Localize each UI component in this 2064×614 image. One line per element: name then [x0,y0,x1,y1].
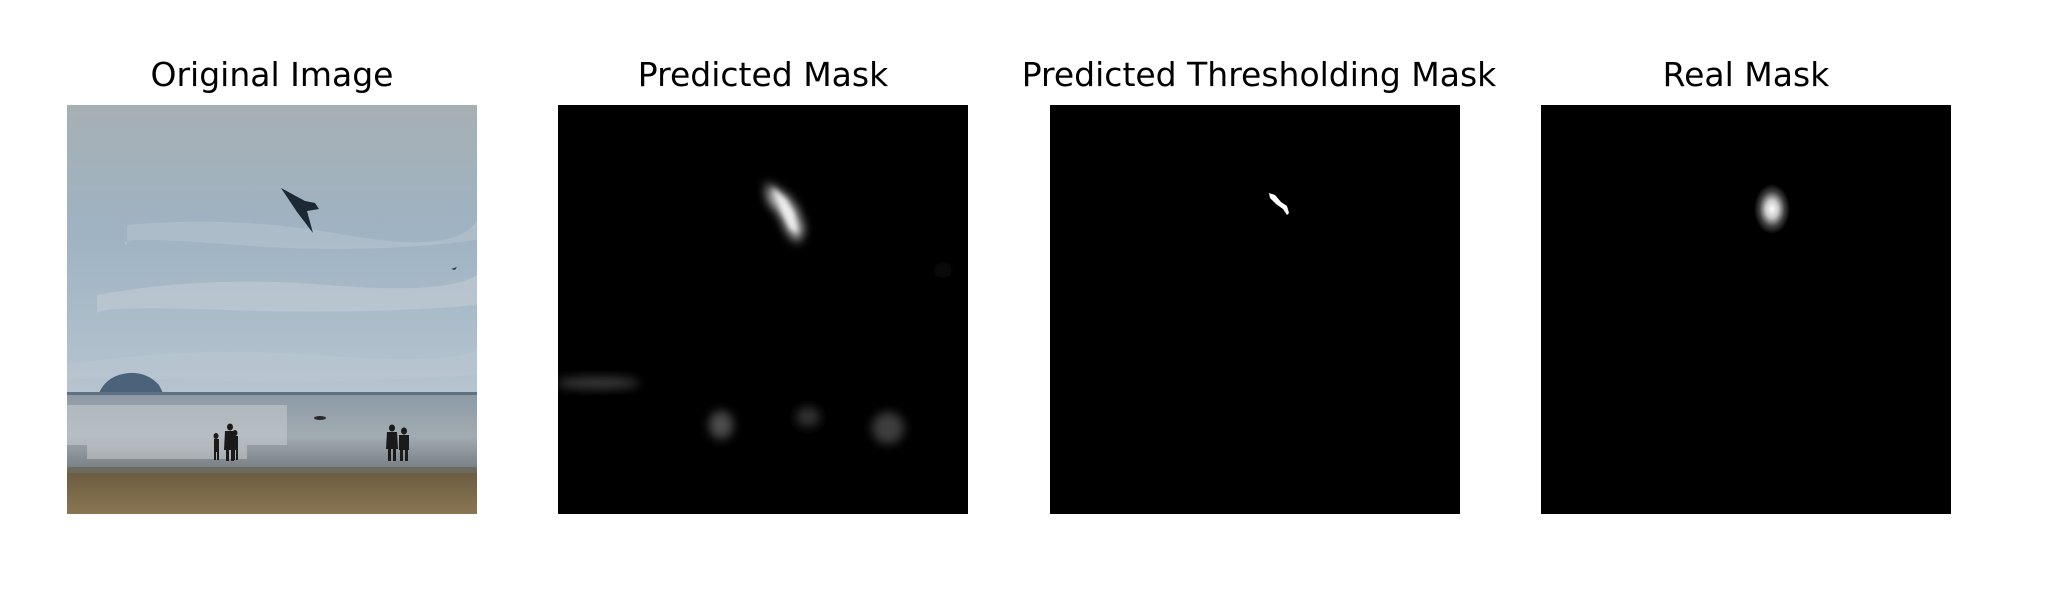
panel-title-predicted-mask: Predicted Mask [637,55,889,94]
binary-threshold-mask [1050,105,1460,514]
predicted-mask [558,105,968,514]
beach-scene-photo [67,105,477,514]
panel-title-original-image: Original Image [150,55,394,94]
gaussian-ground-truth-mask [1541,105,1951,514]
panel-title-predicted-thresholding-mask: Predicted Thresholding Mask [1021,55,1497,94]
panel-title-real-mask: Real Mask [1662,55,1830,94]
predicted-mask-heatmap [558,105,968,514]
original-image [67,105,477,514]
predicted-thresholding-mask [1050,105,1460,514]
real-mask [1541,105,1951,514]
